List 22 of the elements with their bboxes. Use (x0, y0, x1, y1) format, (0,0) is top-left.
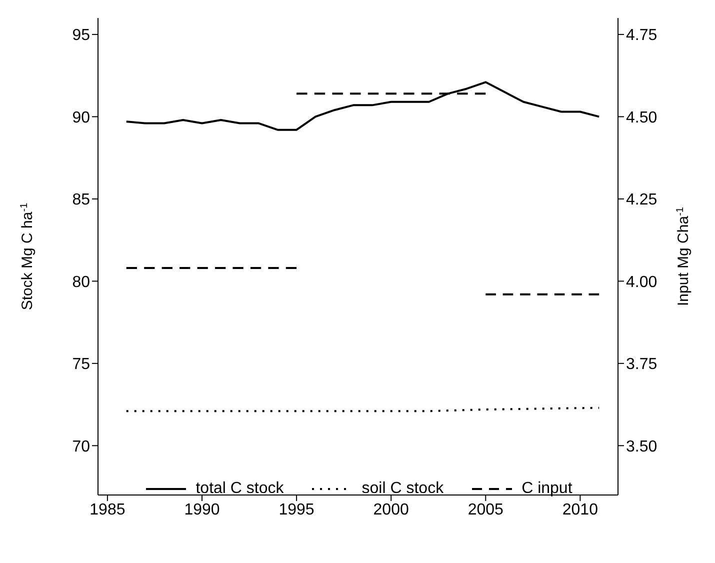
x-tick-label: 1985 (90, 501, 126, 518)
y-tick-label: 90 (72, 109, 90, 126)
x-tick-label: 2005 (468, 501, 504, 518)
y2-tick-label: 4.00 (626, 274, 658, 291)
y2-tick-label: 4.25 (626, 192, 658, 209)
legend-label: C input (522, 480, 572, 498)
x-tick-label: 1995 (278, 501, 314, 518)
y2-tick-label: 4.75 (626, 27, 658, 44)
legend-label: soil C stock (362, 480, 444, 498)
legend-label: total C stock (196, 480, 284, 498)
x-tick-label: 2000 (373, 501, 409, 518)
y2-tick-label: 3.50 (626, 438, 658, 456)
y-tick-label: 75 (72, 356, 90, 374)
line-series (125, 81, 600, 131)
x-tick-label: 1990 (184, 501, 220, 518)
y-tick-label: 70 (72, 438, 90, 456)
y2-tick-label: 3.75 (626, 356, 658, 374)
y-tick-label: 85 (72, 192, 90, 209)
y-tick-label: 80 (72, 274, 90, 291)
y2-tick-label: 4.50 (626, 109, 658, 126)
x-tick-label: 2010 (562, 501, 598, 518)
y-tick-label: 95 (72, 27, 90, 44)
